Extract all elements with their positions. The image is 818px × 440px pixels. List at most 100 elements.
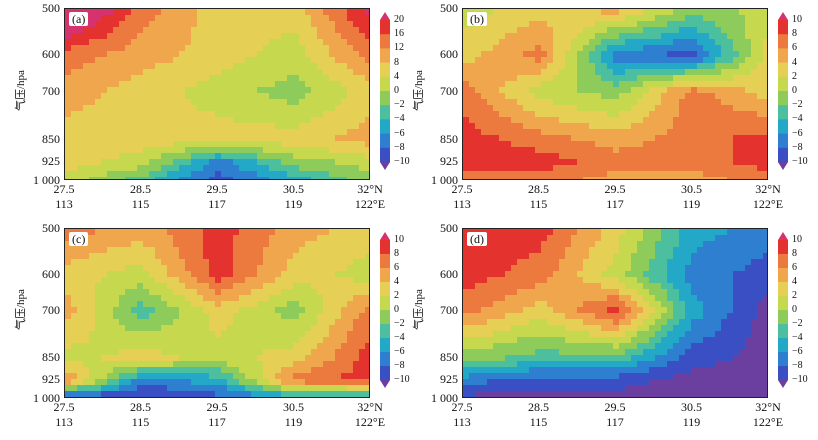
heatmap-cell — [65, 295, 72, 302]
heatmap-cell — [167, 93, 174, 100]
heatmap-cell — [251, 99, 258, 106]
heatmap-cell — [161, 63, 168, 70]
heatmap-cell — [95, 21, 102, 28]
heatmap-cell — [685, 177, 692, 179]
heatmap-cell — [721, 247, 728, 254]
heatmap-cell — [125, 277, 132, 284]
heatmap-cell — [131, 129, 138, 136]
heatmap-cell — [263, 51, 270, 58]
heatmap-cell — [209, 259, 216, 266]
heatmap-cell — [631, 153, 638, 160]
heatmap-cell — [643, 111, 650, 118]
heatmap-cell — [215, 259, 222, 266]
heatmap-cell — [89, 117, 96, 124]
heatmap-cell — [221, 277, 228, 284]
heatmap-cell — [359, 319, 366, 326]
heatmap-cell — [571, 63, 578, 70]
heatmap-cell — [71, 147, 78, 154]
heatmap-cell — [311, 9, 318, 16]
heatmap-svg — [463, 9, 767, 179]
heatmap-cell — [679, 271, 686, 278]
heatmap-cell — [263, 361, 270, 368]
heatmap-cell — [493, 277, 500, 284]
heatmap-cell — [65, 99, 72, 106]
heatmap-cell — [661, 117, 668, 124]
heatmap-cell — [293, 391, 300, 397]
heatmap-cell — [287, 63, 294, 70]
heatmap-cell — [119, 117, 126, 124]
heatmap-cell — [733, 129, 740, 136]
heatmap-cell — [263, 129, 270, 136]
heatmap-cell — [607, 265, 614, 272]
heatmap-cell — [595, 241, 602, 248]
heatmap-cell — [269, 349, 276, 356]
heatmap-cell — [607, 177, 614, 179]
heatmap-cell — [559, 111, 566, 118]
heatmap-cell — [469, 135, 476, 142]
heatmap-cell — [137, 81, 144, 88]
heatmap-cell — [185, 75, 192, 82]
heatmap-cell — [763, 159, 767, 166]
y-axis-label: 气压/hpa — [15, 289, 27, 330]
heatmap-cell — [281, 45, 288, 52]
colorbar-tick-label: −10 — [394, 156, 410, 167]
heatmap-cell — [359, 15, 366, 22]
heatmap-cell — [137, 129, 144, 136]
heatmap-cell — [227, 229, 234, 236]
heatmap-cell — [167, 313, 174, 320]
heatmap-cell — [263, 63, 270, 70]
heatmap-cell — [691, 63, 698, 70]
heatmap-cell — [251, 177, 258, 179]
heatmap-cell — [655, 63, 662, 70]
heatmap-cell — [263, 259, 270, 266]
heatmap-cell — [65, 135, 72, 142]
heatmap-cell — [721, 45, 728, 52]
heatmap-cell — [359, 325, 366, 332]
heatmap-cell — [341, 159, 348, 166]
heatmap-cell — [745, 9, 752, 16]
heatmap-cell — [287, 331, 294, 338]
heatmap-cell — [529, 247, 536, 254]
heatmap-cell — [113, 9, 120, 16]
heatmap-cell — [107, 235, 114, 242]
heatmap-cell — [463, 117, 470, 124]
heatmap-cell — [287, 99, 294, 106]
heatmap-cell — [673, 51, 680, 58]
heatmap-cell — [751, 253, 758, 260]
heatmap-cell — [715, 63, 722, 70]
heatmap-cell — [131, 295, 138, 302]
heatmap-cell — [601, 99, 608, 106]
colorbar-segment — [380, 296, 390, 311]
heatmap-cell — [691, 111, 698, 118]
heatmap-cell — [179, 15, 186, 22]
heatmap-cell — [481, 129, 488, 136]
heatmap-cell — [703, 9, 710, 16]
heatmap-cell — [529, 129, 536, 136]
heatmap-cell — [589, 159, 596, 166]
heatmap-cell — [95, 235, 102, 242]
heatmap-cell — [137, 391, 144, 397]
heatmap-cell — [535, 87, 542, 94]
heatmap-cell — [89, 105, 96, 112]
heatmap-cell — [323, 153, 330, 160]
heatmap-cell — [149, 153, 156, 160]
heatmap-cell — [323, 27, 330, 34]
heatmap-cell — [65, 21, 72, 28]
heatmap-cell — [323, 349, 330, 356]
heatmap-cell — [203, 9, 210, 16]
heatmap-cell — [559, 39, 566, 46]
heatmap-cell — [643, 153, 650, 160]
heatmap-cell — [77, 147, 84, 154]
heatmap-cell — [149, 307, 156, 314]
heatmap-cell — [673, 105, 680, 112]
heatmap-cell — [517, 171, 524, 178]
heatmap-cell — [347, 319, 354, 326]
heatmap-cell — [107, 165, 114, 172]
heatmap-cell — [583, 93, 590, 100]
heatmap-cell — [161, 165, 168, 172]
heatmap-cell — [323, 57, 330, 64]
heatmap-cell — [143, 349, 150, 356]
heatmap-cell — [311, 379, 318, 386]
heatmap-cell — [245, 45, 252, 52]
heatmap-cell — [365, 153, 369, 160]
